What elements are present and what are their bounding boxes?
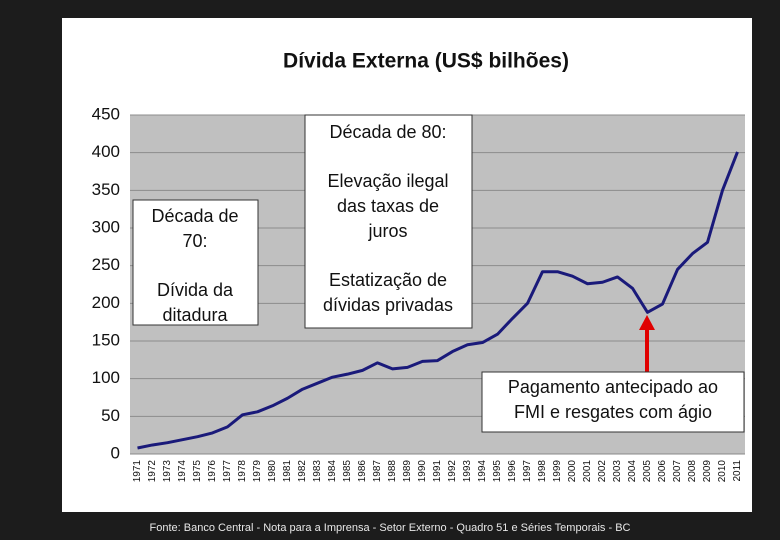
y-tick-label: 200 bbox=[92, 293, 120, 312]
chart-title: Dívida Externa (US$ bilhões) bbox=[283, 50, 569, 73]
x-tick-label: 1992 bbox=[447, 460, 458, 483]
y-tick-label: 0 bbox=[111, 443, 120, 462]
x-tick-label: 1997 bbox=[522, 460, 533, 483]
data-line bbox=[137, 151, 739, 450]
x-tick-label: 1986 bbox=[357, 460, 368, 483]
x-tick-label: 2008 bbox=[687, 460, 698, 483]
x-tick-label: 2005 bbox=[642, 460, 653, 483]
x-tick-label: 1979 bbox=[252, 460, 263, 483]
annotation-text: dívidas privadas bbox=[323, 295, 453, 315]
x-tick-label: 1972 bbox=[147, 460, 158, 483]
x-tick-label: 1974 bbox=[177, 460, 188, 483]
annotation-text: 70: bbox=[182, 231, 207, 251]
x-tick-label: 1990 bbox=[417, 460, 428, 483]
annotation-text: ditadura bbox=[162, 305, 228, 325]
annotation-text: Estatização de bbox=[329, 270, 447, 290]
x-tick-label: 2003 bbox=[612, 460, 623, 483]
x-tick-label: 1977 bbox=[222, 460, 233, 483]
x-tick-label: 1999 bbox=[552, 460, 563, 483]
x-tick-label: 1993 bbox=[462, 460, 473, 483]
x-tick-label: 2000 bbox=[567, 460, 578, 483]
annotation-text: Elevação ilegal bbox=[327, 171, 448, 191]
x-tick-label: 2001 bbox=[582, 460, 593, 483]
x-tick-label: 1988 bbox=[387, 460, 398, 483]
y-tick-label: 150 bbox=[92, 330, 120, 349]
x-tick-label: 2011 bbox=[732, 460, 743, 482]
x-tick-label: 1994 bbox=[477, 460, 488, 483]
x-tick-label: 1984 bbox=[327, 460, 338, 483]
x-tick-label: 1981 bbox=[282, 460, 293, 483]
y-tick-label: 350 bbox=[92, 180, 120, 199]
y-tick-label: 100 bbox=[92, 368, 120, 387]
y-tick-label: 400 bbox=[92, 142, 120, 161]
x-tick-label: 2009 bbox=[702, 460, 713, 483]
annotation-text: Década de 80: bbox=[329, 122, 446, 142]
annotation-box bbox=[304, 114, 473, 329]
x-tick-label: 1982 bbox=[297, 460, 308, 483]
annotation-text: Década de bbox=[151, 206, 238, 226]
y-tick-label: 450 bbox=[92, 104, 120, 123]
y-tick-label: 50 bbox=[101, 406, 120, 425]
annotation-box bbox=[481, 371, 745, 433]
x-tick-label: 2002 bbox=[597, 460, 608, 483]
annotation-text: das taxas de bbox=[337, 196, 439, 216]
arrow-head bbox=[639, 315, 655, 330]
annotation-text: Pagamento antecipado ao bbox=[508, 377, 718, 397]
x-tick-label: 1975 bbox=[192, 460, 203, 483]
x-tick-label: 1973 bbox=[162, 460, 173, 483]
x-tick-label: 1987 bbox=[372, 460, 383, 483]
y-tick-label: 300 bbox=[92, 217, 120, 236]
annotation-box bbox=[132, 199, 259, 326]
x-tick-label: 1991 bbox=[432, 460, 443, 483]
x-tick-label: 1983 bbox=[312, 460, 323, 483]
x-tick-label: 1998 bbox=[537, 460, 548, 483]
y-tick-label: 250 bbox=[92, 255, 120, 274]
annotation-text: juros bbox=[367, 221, 407, 241]
x-tick-label: 1989 bbox=[402, 460, 413, 483]
x-tick-label: 1978 bbox=[237, 460, 248, 483]
x-tick-label: 1995 bbox=[492, 460, 503, 483]
x-tick-label: 1976 bbox=[207, 460, 218, 483]
x-tick-label: 1996 bbox=[507, 460, 518, 483]
annotation-text: FMI e resgates com ágio bbox=[514, 402, 712, 422]
x-tick-label: 1985 bbox=[342, 460, 353, 483]
annotation-text: Dívida da bbox=[157, 280, 234, 300]
x-tick-label: 1971 bbox=[132, 460, 143, 483]
x-tick-label: 2004 bbox=[627, 460, 638, 483]
footer: Fonte: Banco Central - Nota para a Impre… bbox=[150, 522, 631, 534]
x-tick-label: 2006 bbox=[657, 460, 668, 483]
x-tick-label: 2007 bbox=[672, 460, 683, 483]
x-tick-label: 1980 bbox=[267, 460, 278, 483]
x-tick-label: 2010 bbox=[717, 460, 728, 483]
